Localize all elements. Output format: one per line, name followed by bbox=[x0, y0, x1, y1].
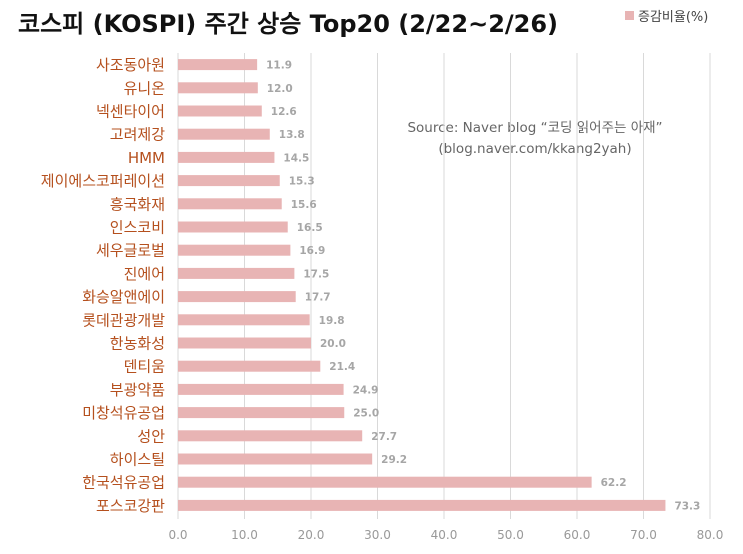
data-label: 21.4 bbox=[329, 361, 355, 373]
category-label: 진에어 bbox=[124, 265, 165, 283]
data-label: 11.9 bbox=[266, 60, 292, 72]
bar bbox=[178, 267, 295, 279]
legend-label: 증감비율(%) bbox=[638, 10, 709, 25]
category-label: 한농화성 bbox=[110, 335, 165, 353]
bar bbox=[178, 105, 262, 117]
x-tick-label: 0.0 bbox=[168, 528, 187, 542]
data-label: 17.5 bbox=[303, 268, 329, 280]
x-tick-label: 70.0 bbox=[630, 528, 657, 542]
bar bbox=[178, 499, 666, 511]
bar bbox=[178, 337, 311, 349]
bar bbox=[178, 221, 288, 233]
category-label: 미창석유공업 bbox=[82, 404, 165, 422]
bar bbox=[178, 360, 321, 372]
bar bbox=[178, 314, 310, 326]
category-label: 넥센타이어 bbox=[96, 103, 165, 121]
category-label: 인스코비 bbox=[110, 219, 165, 237]
x-tick-label: 20.0 bbox=[298, 528, 325, 542]
data-label: 13.8 bbox=[279, 129, 305, 141]
data-label: 62.2 bbox=[601, 477, 627, 489]
data-label: 16.5 bbox=[297, 222, 323, 234]
bar bbox=[178, 476, 592, 488]
bar bbox=[178, 383, 344, 395]
data-label: 73.3 bbox=[674, 500, 700, 512]
data-label: 14.5 bbox=[283, 152, 309, 164]
bar bbox=[178, 82, 258, 94]
data-label: 25.0 bbox=[353, 408, 379, 420]
category-label: 롯데관광개발 bbox=[82, 311, 165, 329]
bar bbox=[178, 151, 275, 163]
data-label: 15.6 bbox=[291, 199, 317, 211]
category-label: 성안 bbox=[137, 427, 165, 445]
data-label: 12.6 bbox=[271, 106, 297, 118]
category-label: 덴티움 bbox=[124, 358, 165, 376]
bar bbox=[178, 453, 373, 465]
data-label: 17.7 bbox=[305, 292, 331, 304]
category-label: 사조동아원 bbox=[96, 56, 165, 74]
bar bbox=[178, 244, 291, 256]
data-label: 27.7 bbox=[371, 431, 397, 443]
category-label: 제이에스코퍼레이션 bbox=[41, 172, 165, 190]
category-label: 부광약품 bbox=[110, 381, 165, 399]
data-label: 20.0 bbox=[320, 338, 346, 350]
chart-title: 코스피 (KOSPI) 주간 상승 Top20 (2/22~2/26) bbox=[18, 10, 559, 38]
legend: 증감비율(%) bbox=[625, 6, 708, 25]
category-label: 포스코강판 bbox=[96, 497, 165, 515]
bar bbox=[178, 128, 270, 140]
x-tick-label: 30.0 bbox=[364, 528, 391, 542]
x-tick-label: 80.0 bbox=[697, 528, 724, 542]
legend-swatch bbox=[625, 11, 634, 20]
source-annotation: Source: Naver blog “코딩 읽어주는 아재” (blog.na… bbox=[345, 118, 725, 160]
category-label: 고려제강 bbox=[110, 126, 165, 144]
data-label: 12.0 bbox=[267, 83, 293, 95]
data-label: 15.3 bbox=[289, 176, 315, 188]
bar bbox=[178, 430, 363, 442]
x-tick-label: 60.0 bbox=[564, 528, 591, 542]
category-label: 한국석유공업 bbox=[82, 474, 165, 492]
category-label: 화승알앤에이 bbox=[82, 288, 165, 306]
source-line-1: Source: Naver blog “코딩 읽어주는 아재” bbox=[407, 120, 663, 136]
category-label: 하이스틸 bbox=[110, 451, 165, 469]
x-tick-label: 10.0 bbox=[231, 528, 258, 542]
data-label: 29.2 bbox=[381, 454, 407, 466]
data-label: 24.9 bbox=[353, 384, 379, 396]
bar bbox=[178, 59, 258, 71]
bar bbox=[178, 175, 280, 187]
x-tick-label: 50.0 bbox=[497, 528, 524, 542]
data-label: 16.9 bbox=[299, 245, 325, 257]
bar bbox=[178, 198, 282, 210]
data-label: 19.8 bbox=[319, 315, 345, 327]
source-line-2: (blog.naver.com/kkang2yah) bbox=[438, 141, 632, 157]
bar bbox=[178, 407, 345, 419]
category-label: 유니온 bbox=[124, 79, 165, 97]
category-label: 흥국화재 bbox=[110, 195, 165, 213]
category-label: HMM bbox=[128, 149, 165, 167]
x-tick-label: 40.0 bbox=[431, 528, 458, 542]
category-label: 세우글로벌 bbox=[96, 242, 165, 260]
bar bbox=[178, 291, 296, 303]
